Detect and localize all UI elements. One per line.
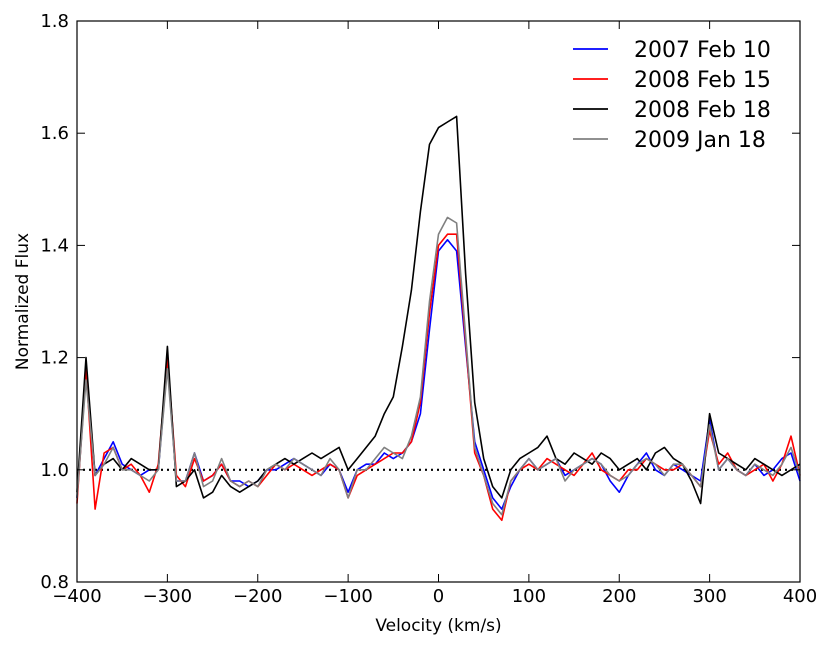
y-tick-label: 0.8 bbox=[40, 572, 69, 593]
x-axis-label: Velocity (km/s) bbox=[375, 616, 501, 636]
y-tick-label: 1.0 bbox=[40, 460, 69, 481]
legend: 2007 Feb 10 2008 Feb 15 2008 Feb 18 2009 Ja… bbox=[573, 38, 771, 153]
legend-label-2: 2008 Feb 15 bbox=[634, 68, 771, 93]
x-tick-label: 0 bbox=[433, 586, 444, 607]
x-tick-label: 300 bbox=[692, 586, 726, 607]
tick-layer: −400 −300 −200 −100 0 100 200 300 400 0.8 1.0 1.2 1.… bbox=[40, 11, 817, 607]
x-tick-label: 400 bbox=[783, 586, 817, 607]
series-line-3 bbox=[76, 115, 801, 505]
legend-label-4: 2009 Jan 18 bbox=[634, 128, 766, 153]
series-line-4 bbox=[76, 216, 801, 516]
x-tick-label: −100 bbox=[323, 586, 372, 607]
y-tick-label: 1.6 bbox=[40, 123, 69, 144]
x-tick-label: 100 bbox=[512, 586, 546, 607]
plot-area-background bbox=[77, 21, 800, 582]
y-tick-label: 1.2 bbox=[40, 348, 69, 369]
y-tick-label: 1.4 bbox=[40, 235, 69, 256]
x-tick-label: 200 bbox=[602, 586, 636, 607]
y-tick-label: 1.8 bbox=[40, 11, 69, 32]
legend-label-3: 2008 Feb 18 bbox=[634, 98, 771, 123]
x-tick-label: −400 bbox=[52, 586, 101, 607]
x-tick-label: −300 bbox=[143, 586, 192, 607]
y-axis-label: Normalized Flux bbox=[13, 233, 33, 370]
legend-label-1: 2007 Feb 10 bbox=[634, 38, 771, 63]
x-tick-label: −200 bbox=[233, 586, 282, 607]
series-layer bbox=[76, 115, 801, 522]
